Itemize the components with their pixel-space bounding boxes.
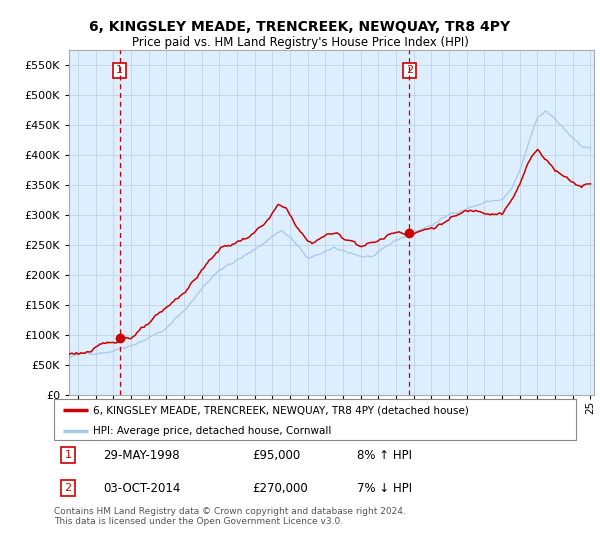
Text: 6, KINGSLEY MEADE, TRENCREEK, NEWQUAY, TR8 4PY: 6, KINGSLEY MEADE, TRENCREEK, NEWQUAY, T… — [89, 20, 511, 34]
FancyBboxPatch shape — [54, 399, 576, 440]
Text: 6, KINGSLEY MEADE, TRENCREEK, NEWQUAY, TR8 4PY (detached house): 6, KINGSLEY MEADE, TRENCREEK, NEWQUAY, T… — [93, 405, 469, 415]
Text: 7% ↓ HPI: 7% ↓ HPI — [357, 482, 412, 495]
Text: 2: 2 — [64, 483, 71, 493]
Text: HPI: Average price, detached house, Cornwall: HPI: Average price, detached house, Corn… — [93, 426, 332, 436]
Text: 03-OCT-2014: 03-OCT-2014 — [104, 482, 181, 495]
Text: 1: 1 — [116, 66, 123, 76]
Text: Price paid vs. HM Land Registry's House Price Index (HPI): Price paid vs. HM Land Registry's House … — [131, 36, 469, 49]
Text: 29-MAY-1998: 29-MAY-1998 — [104, 449, 180, 461]
Text: £270,000: £270,000 — [253, 482, 308, 495]
Text: 2: 2 — [406, 66, 413, 76]
Text: 8% ↑ HPI: 8% ↑ HPI — [357, 449, 412, 461]
Text: £95,000: £95,000 — [253, 449, 301, 461]
Text: 1: 1 — [64, 450, 71, 460]
Text: Contains HM Land Registry data © Crown copyright and database right 2024.
This d: Contains HM Land Registry data © Crown c… — [54, 507, 406, 526]
